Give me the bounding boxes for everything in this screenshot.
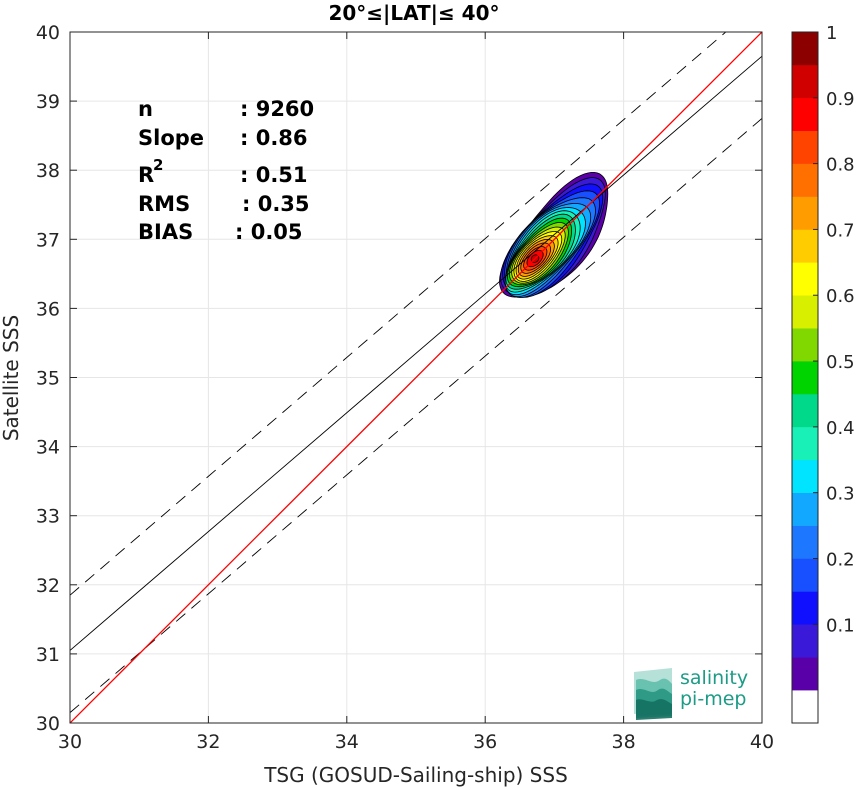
- y-axis-ticks: 30 31 32 33 34 35 36 37 38 39 40: [36, 22, 762, 735]
- x-tick-label: 34: [335, 731, 359, 753]
- stats-box: n : 9260 Slope : 0.86 R 2 : 0.51 RMS : 0…: [138, 97, 314, 244]
- x-tick-label: 36: [473, 731, 497, 753]
- colorbar-tick-label: 0.7: [826, 220, 855, 241]
- stat-bias-value: : 0.05: [235, 220, 303, 244]
- y-axis-label: Satellite SSS: [0, 315, 23, 441]
- y-tick-label: 31: [36, 644, 60, 666]
- colorbar-tick-label: 0.1: [826, 615, 855, 636]
- y-tick-label: 35: [36, 368, 60, 390]
- stat-n-value: : 9260: [240, 97, 314, 121]
- colorbar-tick-label: 1: [826, 23, 837, 44]
- colorbar-tick-label: 0.8: [826, 155, 855, 176]
- y-tick-label: 37: [36, 229, 60, 251]
- fit-upper-dashed-line: [70, 32, 727, 596]
- colorbar-segment: [792, 690, 818, 724]
- colorbar-tick-label: 0.6: [826, 286, 855, 307]
- colorbar-segment: [792, 426, 818, 461]
- y-tick-label: 40: [36, 22, 60, 44]
- stat-r2-label: R: [138, 163, 154, 187]
- colorbar-ticks: 0.1 0.2 0.3 0.4 0.5 0.6 0.7 0.8 0.9 1: [813, 23, 855, 636]
- colorbar-segment: [792, 525, 818, 559]
- y-tick-label: 32: [36, 575, 60, 597]
- stat-r2-value: : 0.51: [240, 163, 308, 187]
- x-tick-label: 32: [196, 731, 220, 753]
- colorbar-segment: [792, 295, 818, 329]
- colorbar-tick-label: 0.9: [826, 89, 855, 110]
- grid: [69, 31, 763, 724]
- colorbar-segment: [792, 393, 818, 428]
- colorbar: [791, 31, 819, 724]
- colorbar-tick-label: 0.4: [826, 418, 855, 439]
- reference-lines: [70, 32, 762, 723]
- y-tick-label: 30: [36, 713, 60, 735]
- stat-slope-value: : 0.86: [240, 126, 308, 150]
- colorbar-segment: [792, 657, 818, 691]
- salinity-logo: salinity pi-mep: [634, 667, 748, 720]
- y-tick-label: 36: [36, 298, 60, 320]
- x-axis-ticks: 30 32 34 36 38 40: [58, 32, 774, 753]
- stat-bias-label: BIAS: [138, 220, 193, 244]
- colorbar-segment: [792, 262, 818, 296]
- stat-rms-label: RMS: [138, 192, 190, 216]
- x-tick-label: 30: [58, 731, 82, 753]
- logo-waves-icon: [634, 668, 672, 720]
- colorbar-segment: [792, 196, 818, 230]
- chart-title: 20°≤|LAT|≤ 40°: [328, 1, 499, 25]
- stat-rms-value: : 0.35: [242, 192, 310, 216]
- y-tick-label: 33: [36, 506, 60, 528]
- y-tick-label: 34: [36, 437, 60, 459]
- colorbar-segment: [792, 492, 818, 526]
- colorbar-frame: [791, 31, 819, 724]
- stat-r2-superscript: 2: [153, 156, 163, 174]
- colorbar-segment: [792, 97, 818, 132]
- colorbar-segment: [792, 459, 818, 493]
- colorbar-segment: [792, 130, 818, 164]
- colorbar-segment: [792, 361, 818, 395]
- x-axis-label: TSG (GOSUD-Sailing-ship) SSS: [263, 763, 568, 787]
- x-tick-label: 40: [750, 731, 774, 753]
- colorbar-tick-label: 0.5: [826, 352, 855, 373]
- y-tick-label: 38: [36, 160, 60, 182]
- colorbar-segment: [792, 558, 818, 592]
- colorbar-segment: [792, 163, 818, 197]
- y-tick-label: 39: [36, 91, 60, 113]
- fit-line: [70, 55, 762, 651]
- stat-n-label: n: [138, 97, 153, 121]
- x-tick-label: 38: [612, 731, 636, 753]
- logo-text-line1: salinity: [680, 667, 748, 689]
- fit-lower-dashed-line: [70, 118, 762, 713]
- colorbar-segment: [792, 591, 818, 625]
- colorbar-segment: [792, 624, 818, 658]
- colorbar-segment: [792, 64, 818, 99]
- identity-line: [70, 32, 762, 723]
- colorbar-tick-label: 0.2: [826, 549, 855, 570]
- colorbar-segment: [792, 328, 818, 362]
- colorbar-segment: [792, 32, 818, 66]
- colorbar-tick-label: 0.3: [826, 484, 855, 505]
- stat-slope-label: Slope: [138, 126, 204, 150]
- logo-text-line2: pi-mep: [680, 688, 746, 710]
- colorbar-segment: [792, 229, 818, 263]
